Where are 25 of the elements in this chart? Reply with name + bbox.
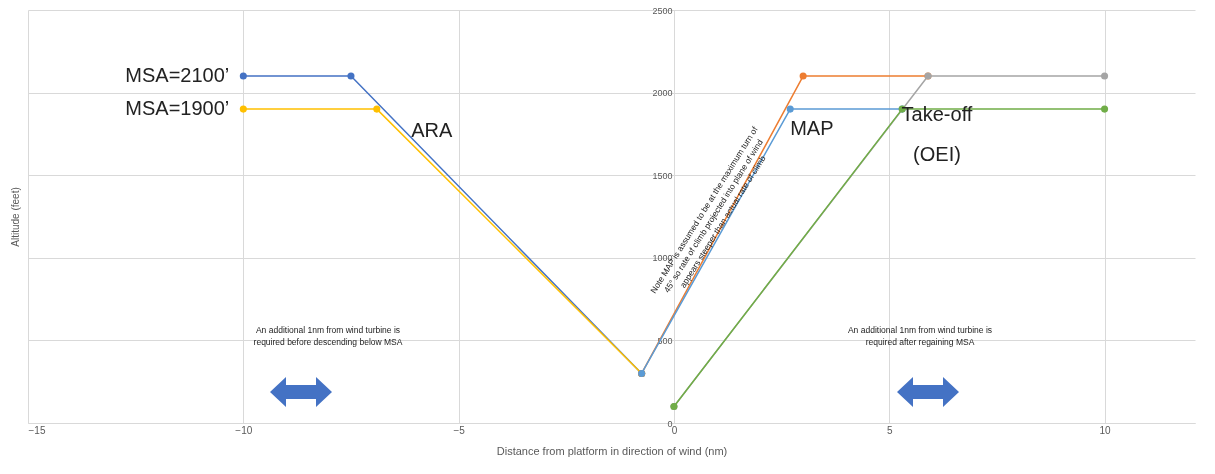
point bbox=[239, 105, 247, 113]
y-tick-label: 2500 bbox=[652, 5, 673, 16]
y-tick-label: 2000 bbox=[652, 88, 673, 99]
y-tick-label: 1500 bbox=[652, 170, 673, 181]
annotation: ARA bbox=[411, 118, 454, 141]
x-tick-label: −5 bbox=[453, 424, 466, 436]
point bbox=[799, 72, 807, 80]
annotation: An additional 1nm from wind turbine is required before descending below MSA bbox=[253, 325, 403, 347]
annotation: Take-off (OEI) bbox=[901, 103, 973, 165]
point bbox=[1101, 105, 1109, 113]
annotation: An additional 1nm from wind turbine is required after regaining MSA bbox=[847, 325, 993, 347]
point bbox=[1101, 72, 1109, 80]
x-tick-label: −15 bbox=[28, 424, 46, 436]
point bbox=[239, 72, 247, 80]
annotation: MAP bbox=[790, 117, 834, 140]
x-tick-label: 10 bbox=[1099, 424, 1112, 436]
point bbox=[347, 72, 355, 80]
point bbox=[786, 105, 794, 113]
x-tick-label: −10 bbox=[235, 424, 253, 436]
point bbox=[373, 105, 381, 113]
y-axis-title: Altitude (feet) bbox=[9, 187, 21, 247]
x-tick-label: 5 bbox=[886, 424, 893, 436]
annotation: MSA=2100’ bbox=[125, 64, 230, 87]
annotation: MSA=1900’ bbox=[125, 97, 230, 120]
x-axis-title: Distance from platform in direction of wind (nm) bbox=[496, 444, 728, 457]
